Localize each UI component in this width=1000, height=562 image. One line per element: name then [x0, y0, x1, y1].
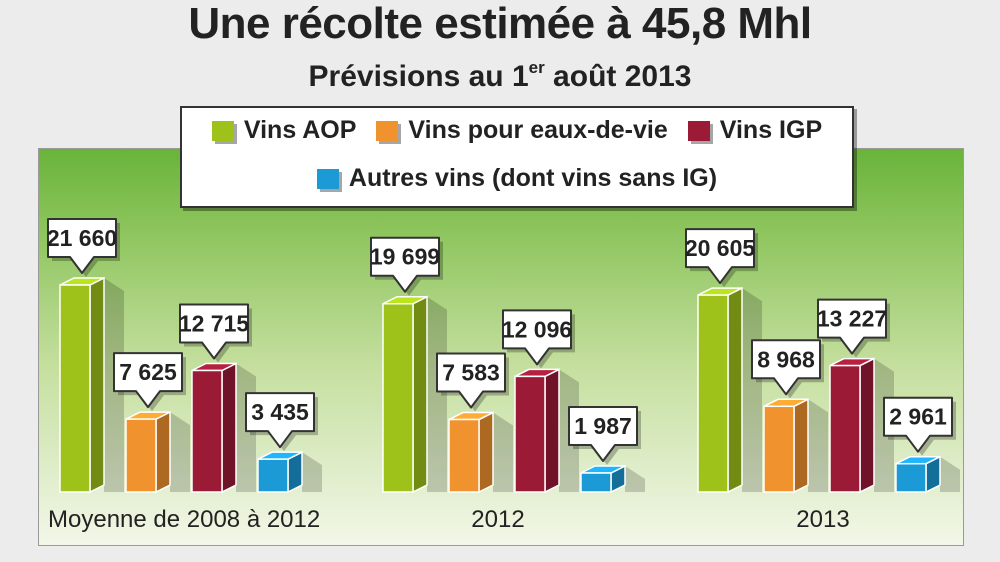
value-callout — [685, 228, 755, 285]
bar-shadow — [625, 466, 645, 492]
bar-side — [412, 295, 428, 494]
bar — [448, 418, 480, 493]
value-label: 8 968 — [757, 346, 815, 372]
value-callout — [568, 406, 638, 463]
bar — [697, 294, 729, 493]
value-label: 2 961 — [889, 404, 947, 430]
bar-side — [89, 276, 105, 494]
value-callout — [47, 218, 117, 274]
bar-side — [544, 368, 560, 494]
bar-shadow — [302, 452, 322, 492]
legend-label: Vins pour eaux-de-vie — [408, 116, 668, 144]
value-label: 7 583 — [442, 360, 500, 386]
bar-side — [727, 286, 743, 494]
value-callout — [370, 236, 440, 293]
legend: Vins AOP Vins pour eaux-de-vie Vins IGP … — [180, 106, 854, 208]
bar — [191, 369, 223, 493]
legend-label: Vins AOP — [243, 116, 357, 144]
bar — [257, 458, 289, 493]
category-label: 2012 — [471, 506, 525, 533]
bar-shadow — [170, 412, 190, 492]
bar-shadow — [742, 288, 762, 492]
bar — [829, 364, 861, 493]
bar-side — [221, 362, 237, 494]
value-label: 12 096 — [502, 316, 572, 342]
value-callout — [113, 352, 183, 409]
legend-swatch-vins-aop — [211, 120, 234, 141]
legend-item-autres-vins: Autres vins (dont vins sans IG) — [316, 164, 718, 193]
value-label: 19 699 — [370, 244, 440, 270]
legend-item-eaux-de-vie: Vins pour eaux-de-vie — [376, 116, 668, 145]
legend-swatch-autres-vins — [316, 168, 339, 189]
bar — [382, 302, 414, 493]
legend-label: Vins IGP — [719, 116, 823, 144]
bar-shadow — [493, 412, 513, 492]
bar-side — [478, 411, 494, 494]
value-callout — [883, 396, 953, 453]
value-label: 12 715 — [179, 310, 250, 336]
bar — [763, 405, 795, 493]
legend-swatch-vins-igp — [687, 120, 710, 141]
category-label: 2013 — [796, 506, 850, 533]
legend-item-vins-aop: Vins AOP — [211, 116, 357, 145]
value-callout — [179, 303, 249, 360]
value-label: 7 625 — [119, 359, 177, 385]
chart-title: Une récolte estimée à 45,8 Mhl — [188, 0, 812, 48]
bar-side — [793, 398, 809, 494]
legend-item-vins-igp: Vins IGP — [687, 116, 823, 145]
category-label: Moyenne de 2008 à 2012 — [48, 506, 321, 533]
bar — [125, 418, 157, 493]
bar — [895, 462, 927, 493]
bar-shadow — [808, 399, 828, 492]
value-callout — [245, 392, 315, 449]
value-label: 1 987 — [574, 413, 632, 439]
bar-shadow — [940, 456, 960, 492]
bar-side — [859, 357, 875, 494]
legend-label: Autres vins (dont vins sans IG) — [348, 164, 718, 192]
value-label: 3 435 — [251, 399, 309, 425]
bar-side — [155, 410, 171, 494]
value-label: 20 605 — [685, 235, 756, 261]
legend-swatch-eaux-de-vie — [376, 120, 399, 141]
value-callout — [502, 309, 572, 366]
chart-subtitle: Prévisions au 1er août 2013 — [308, 58, 692, 93]
bar — [59, 284, 91, 493]
value-label: 13 227 — [817, 306, 887, 332]
bar-shadow — [427, 296, 447, 492]
bar — [514, 375, 546, 493]
bar — [580, 472, 612, 493]
value-callout — [817, 298, 887, 355]
value-label: 21 660 — [47, 225, 117, 251]
value-callout — [436, 352, 506, 409]
value-callout — [751, 339, 821, 396]
